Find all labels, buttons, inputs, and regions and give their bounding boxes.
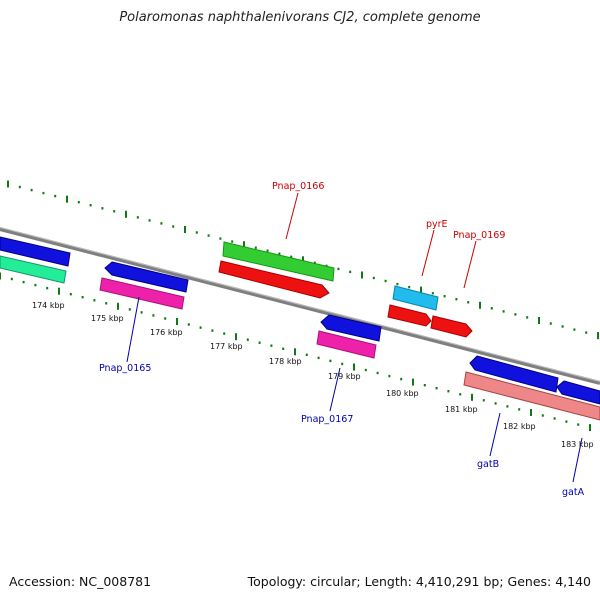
gene-pnap-0165-magenta[interactable] (99, 277, 185, 310)
gene-gatb-salmon[interactable] (463, 371, 600, 421)
kbp-label-174: 174 kbp (32, 301, 65, 310)
gene-pnap-0167-blue[interactable] (320, 314, 382, 342)
kbp-label-182: 182 kbp (503, 422, 536, 431)
kbp-label-179: 179 kbp (328, 372, 361, 381)
gene-gatb-blue[interactable] (469, 355, 559, 393)
leader-pnap-0169 (463, 240, 477, 289)
genome-summary-text: Topology: circular; Length: 4,410,291 bp… (247, 574, 591, 589)
gene-label-pyre[interactable]: pyrE (426, 219, 448, 230)
gene-label-pnap-0167[interactable]: Pnap_0167 (301, 414, 353, 425)
leader-pnap-0167 (329, 367, 341, 412)
gene-pnap-0167-magenta[interactable] (316, 330, 377, 359)
kbp-label-181: 181 kbp (445, 405, 478, 414)
gene-pnap-0166-green[interactable] (222, 241, 335, 282)
accession-text: Accession: NC_008781 (9, 574, 152, 589)
gene-label-gatb[interactable]: gatB (477, 459, 499, 470)
kbp-label-177: 177 kbp (210, 342, 243, 351)
genome-backbone-highlight (0, 227, 600, 382)
gene-label-pnap-0165[interactable]: Pnap_0165 (99, 363, 151, 374)
genome-backbone (0, 227, 600, 385)
gene-pnap-0166-red[interactable] (218, 260, 330, 299)
kbp-label-180: 180 kbp (386, 389, 419, 398)
kbp-label-175: 175 kbp (91, 314, 124, 323)
gene-left-teal[interactable] (0, 255, 67, 284)
gene-pyre-cyan[interactable] (392, 285, 439, 311)
leader-gata (572, 437, 583, 483)
leader-gatb (489, 412, 501, 457)
leader-pyre (421, 229, 435, 277)
leader-pnap-0165 (126, 296, 140, 363)
gene-pnap-0169-red[interactable] (430, 315, 473, 338)
gene-label-pnap-0169[interactable]: Pnap_0169 (453, 230, 505, 241)
genome-title: Polaromonas naphthalenivorans CJ2, compl… (119, 10, 481, 25)
kbp-label-176: 176 kbp (150, 328, 183, 337)
inner-tick-ring (0, 272, 591, 432)
gene-label-gata[interactable]: gatA (562, 487, 585, 498)
gene-gata-blue[interactable] (556, 380, 600, 405)
leader-pnap-0166 (285, 192, 299, 240)
outer-tick-ring (7, 180, 599, 340)
gene-pnap-0165-blue[interactable] (104, 261, 189, 293)
gene-pyre-red[interactable] (387, 304, 432, 327)
kbp-label-178: 178 kbp (269, 357, 302, 366)
kbp-label-183: 183 kbp (561, 440, 594, 449)
gene-label-pnap-0166[interactable]: Pnap_0166 (272, 181, 324, 192)
gene-left-blue[interactable] (0, 236, 71, 267)
